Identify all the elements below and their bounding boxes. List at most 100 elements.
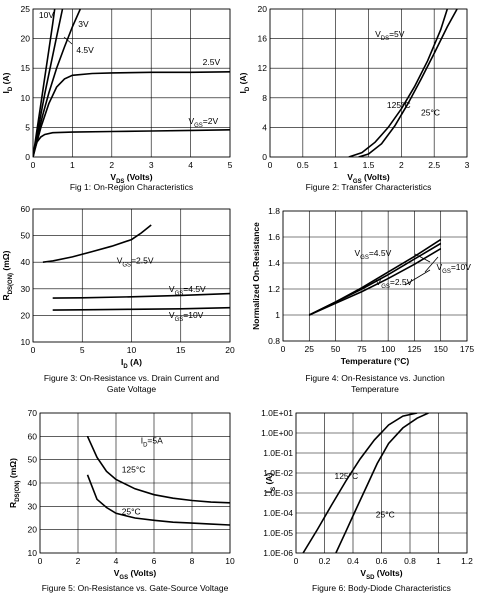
fig1-ytick-label: 25 <box>21 4 31 14</box>
fig1-series-3 <box>33 71 230 157</box>
fig1-ytick-label: 5 <box>25 122 30 132</box>
fig6-ytick-label: 1.0E-04 <box>263 508 293 518</box>
fig1-annotation: 4.5V <box>76 45 94 55</box>
fig2-ytick-label: 4 <box>262 122 267 132</box>
fig5-xtick-label: 6 <box>152 556 157 566</box>
fig2-xtick-label: 1.5 <box>363 160 375 170</box>
fig6-xtick-label: 0.4 <box>347 556 359 566</box>
fig4-caption: Figure 4: On-Resistance vs. Junction <box>305 373 445 383</box>
fig5-series-1 <box>86 474 230 526</box>
fig4-annotation: VGS=10V <box>437 262 472 275</box>
fig1-chart: 0 1 2 3 4 5 0 5 10 15 20 25 VDS (Volts) ID (A) 10V 3V 4.… <box>1 4 233 192</box>
fig6-ytick-label: 1.0E-05 <box>263 528 293 538</box>
fig3-plot-frame <box>32 208 231 343</box>
fig1-annotation-arrow <box>63 36 73 45</box>
fig4-xtick-label: 75 <box>357 344 367 354</box>
fig1-ytick-label: 20 <box>21 34 31 44</box>
fig1-xtick-label: 5 <box>228 160 233 170</box>
fig6-annotation: 25°C <box>376 509 395 519</box>
fig1-xtick-label: 1 <box>70 160 75 170</box>
fig3-ytick-label: 60 <box>21 204 31 214</box>
fig2-ytick-label: 16 <box>258 34 268 44</box>
fig4-ytick-label: 0.8 <box>268 336 280 346</box>
fig4-annotation-arrow <box>414 253 431 263</box>
fig6-xtick-label: 0.6 <box>376 556 388 566</box>
fig2-xtick-label: 3 <box>465 160 470 170</box>
fig2-xtick-label: 0 <box>268 160 273 170</box>
fig3-series-0 <box>42 224 152 263</box>
fig6-caption: Figure 6: Body-Diode Characteristics <box>312 583 451 593</box>
fig2-series-1 <box>358 9 458 157</box>
fig3-x-axis-label: ID (A) <box>121 357 142 370</box>
fig2-annotation: 25°C <box>421 108 440 118</box>
fig5-xtick-label: 0 <box>38 556 43 566</box>
fig4-xtick-label: 125 <box>407 344 421 354</box>
fig4-plot-frame <box>282 210 468 342</box>
fig3-xtick-label: 5 <box>80 345 85 355</box>
fig6-series-0 <box>302 413 418 553</box>
fig4-x-axis-label: Temperature (°C) <box>341 356 410 366</box>
fig1-x-axis-label: VDS (Volts) <box>110 172 152 185</box>
fig6-xtick-label: 1.2 <box>461 556 473 566</box>
fig4-annotation-arrow <box>424 256 439 273</box>
fig6-chart: 0 0.2 0.4 0.6 0.8 1 1.2 1.0E-06 1.0E-05 1.0E-04 1.… <box>261 408 473 593</box>
fig2-chart: 0 0.5 1 1.5 2 2.5 3 0 4 8 12 16 20 VGS (Volts) ID (A) V… <box>238 4 470 192</box>
fig2-series-0 <box>348 9 449 157</box>
fig3-ytick-label: 30 <box>21 284 31 294</box>
fig5-xtick-label: 2 <box>76 556 81 566</box>
fig1-caption: Fig 1: On-Region Characteristics <box>70 182 193 192</box>
fig6-ytick-label: 1.0E+01 <box>261 408 293 418</box>
fig4-ytick-label: 1.8 <box>268 206 280 216</box>
fig1-xtick-label: 2 <box>109 160 114 170</box>
fig6-ytick-label: 1.0E-03 <box>263 488 293 498</box>
fig4-ytick-label: 1.4 <box>268 258 280 268</box>
fig6-ytick-label: 1.0E-02 <box>263 468 293 478</box>
fig1-xtick-label: 0 <box>31 160 36 170</box>
fig4-chart: 0 25 50 75 100 125 150 175 0.8 1 1.2 1.4 1.6 1.8 Tempe… <box>251 206 474 394</box>
fig5-annotation: 25°C <box>122 507 141 517</box>
fig1-xtick-label: 4 <box>188 160 193 170</box>
fig6-x-axis-label: VSD (Volts) <box>360 568 402 581</box>
fig2-annotation: 125°C <box>387 100 411 110</box>
fig3-ytick-label: 10 <box>21 337 31 347</box>
fig3-caption: Gate Voltage <box>107 384 156 394</box>
fig6-ytick-label: 1.0E-01 <box>263 448 293 458</box>
fig3-ytick-label: 40 <box>21 257 31 267</box>
fig4-series-1 <box>308 242 442 316</box>
fig4-xtick-label: 0 <box>281 344 286 354</box>
fig2-plot-frame <box>269 8 468 158</box>
fig6-xtick-label: 0.2 <box>319 556 331 566</box>
fig3-annotation: VGS=2.5V <box>117 256 154 269</box>
fig5-xtick-label: 8 <box>190 556 195 566</box>
fig3-annotation: VGS=10V <box>169 310 204 323</box>
fig4-ytick-label: 1.6 <box>268 232 280 242</box>
fig1-xtick-label: 3 <box>149 160 154 170</box>
fig1-plot-frame <box>32 8 231 158</box>
fig1-series-4 <box>33 129 230 157</box>
fig4-series-2 <box>308 248 442 316</box>
fig4-ytick-label: 1 <box>275 310 280 320</box>
fig2-caption: Figure 2: Transfer Characteristics <box>306 182 432 192</box>
fig4-xtick-label: 150 <box>434 344 448 354</box>
fig4-y-axis-label: Normalized On-Resistance <box>251 222 261 330</box>
fig1-y-axis-label: ID (A) <box>1 72 14 93</box>
fig2-ytick-label: 12 <box>258 63 268 73</box>
fig5-ytick-label: 50 <box>28 455 38 465</box>
fig5-ytick-label: 70 <box>28 408 38 418</box>
fig2-ytick-label: 0 <box>262 152 267 162</box>
fig1-series-0 <box>33 9 56 157</box>
fig5-xtick-label: 10 <box>225 556 235 566</box>
fig1-annotation: 10V <box>39 10 54 20</box>
fig1-ytick-label: 10 <box>21 93 31 103</box>
fig6-y-axis-label: IS (A) <box>264 473 277 494</box>
fig2-xtick-label: 2.5 <box>428 160 440 170</box>
fig1-annotation: 3V <box>78 19 89 29</box>
fig3-xtick-label: 10 <box>127 345 137 355</box>
fig6-xtick-label: 1 <box>436 556 441 566</box>
fig5-ytick-label: 30 <box>28 501 38 511</box>
fig6-ytick-label: 1.0E-06 <box>263 548 293 558</box>
fig3-xtick-label: 15 <box>176 345 186 355</box>
fig3-caption: Figure 3: On-Resistance vs. Drain Curren… <box>44 373 220 383</box>
fig3-series-1 <box>52 292 230 299</box>
